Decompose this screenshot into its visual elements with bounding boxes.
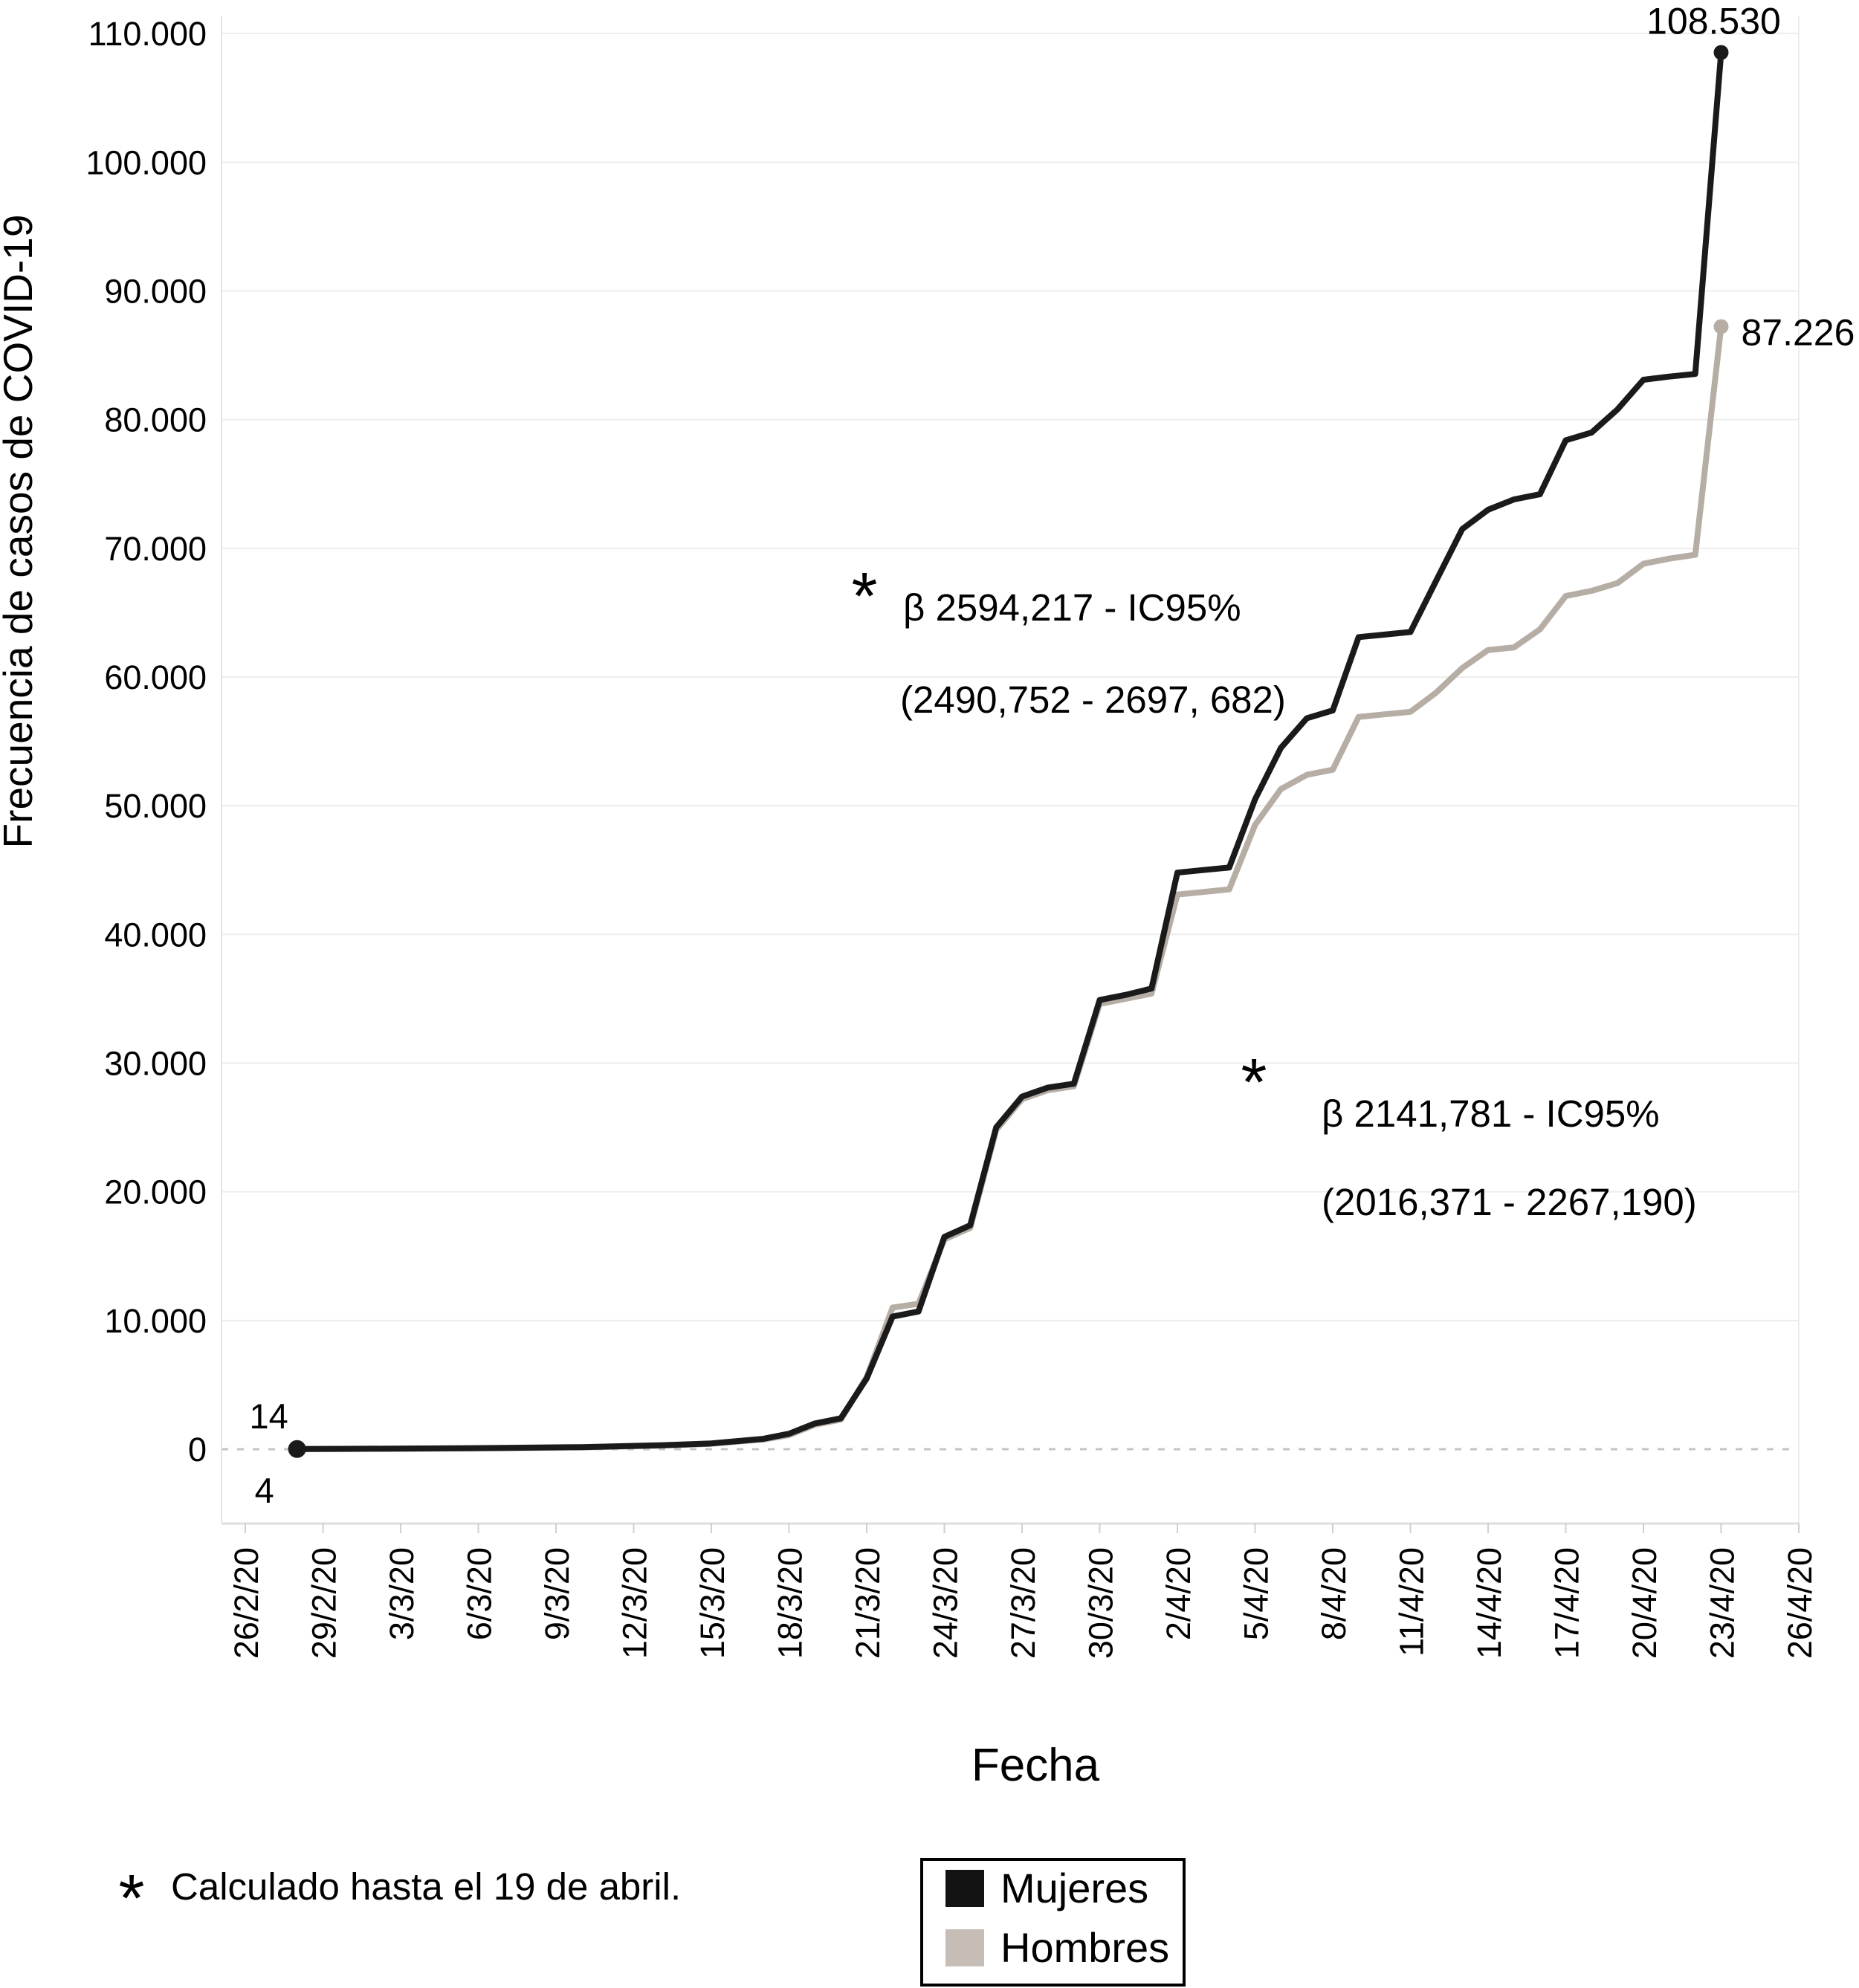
series-line-hombres [294, 323, 1724, 1452]
tick-labels: 0 10.000 20.000 30.000 40.000 50.000 60.000 70.… [85, 15, 1819, 1659]
x-tick-label: 21/3/20 [849, 1547, 887, 1659]
x-tick-label: 8/4/20 [1315, 1547, 1353, 1640]
footnote-asterisk-icon: * [118, 1862, 144, 1936]
annotation-2-line-1: β 2141,781 - IC95% [1322, 1092, 1660, 1135]
annotation-2-line-2: (2016,371 - 2267,190) [1322, 1181, 1697, 1223]
data-series [294, 49, 1724, 1452]
x-tick-label: 14/4/20 [1470, 1547, 1508, 1659]
annotation-1-asterisk-icon: * [851, 560, 877, 634]
x-tick-label: 27/3/20 [1004, 1547, 1042, 1659]
x-tick-label: 9/3/20 [538, 1547, 576, 1640]
end-point-hombres [1713, 319, 1729, 334]
end-point-mujeres [1713, 45, 1729, 60]
y-tick-label: 60.000 [104, 658, 207, 696]
x-axis-title: Fecha [971, 1740, 1100, 1791]
x-tick-label: 29/2/20 [305, 1547, 343, 1659]
legend-label-hombres: Hombres [1000, 1924, 1170, 1971]
x-tick-label: 15/3/20 [694, 1547, 731, 1659]
x-tick-label: 6/3/20 [460, 1547, 498, 1640]
hombres-swatch-icon [945, 1929, 984, 1966]
legend: Mujeres Hombres [920, 1858, 1186, 1987]
x-tick-label: 30/3/20 [1082, 1547, 1119, 1659]
legend-item-mujeres: Mujeres [945, 1865, 1148, 1911]
y-tick-label: 90.000 [104, 272, 207, 310]
start-point [288, 1440, 306, 1458]
annotation-1-line-1: β 2594,217 - IC95% [903, 586, 1241, 629]
y-tick-label: 20.000 [104, 1173, 207, 1211]
y-tick-label: 70.000 [104, 530, 207, 568]
end-value-label-hombres: 87.226 [1741, 312, 1855, 354]
y-tick-label: 30.000 [104, 1044, 207, 1082]
axes [221, 16, 1800, 1525]
y-tick-label: 100.000 [85, 143, 207, 181]
y-tick-label: 50.000 [104, 787, 207, 825]
x-tick-label: 20/4/20 [1626, 1547, 1664, 1659]
y-axis-title: Frecuencia de casos de COVID-19 [0, 215, 41, 849]
y-tick-label: 80.000 [104, 401, 207, 439]
annotation-1-line-2: (2490,752 - 2697, 682) [900, 679, 1286, 721]
x-tick-label: 18/3/20 [771, 1547, 809, 1659]
x-tick-label: 26/4/20 [1781, 1547, 1819, 1659]
series-line-mujeres [294, 49, 1724, 1452]
y-tick-label: 10.000 [104, 1302, 207, 1340]
point-labels: 108.530 14 87.226 4 [250, 1, 1855, 1510]
gridlines [222, 33, 1799, 1451]
x-tick-label: 11/4/20 [1392, 1547, 1430, 1657]
x-tick-label: 26/2/20 [227, 1547, 265, 1659]
start-value-label-hombres: 4 [255, 1471, 274, 1510]
x-tick-label: 12/3/20 [615, 1547, 653, 1659]
x-tick-label: 3/3/20 [383, 1547, 421, 1640]
x-tick-label: 23/4/20 [1703, 1547, 1741, 1659]
y-tick-label: 40.000 [104, 916, 207, 953]
y-tick-label: 0 [188, 1431, 207, 1469]
start-value-label-mujeres: 14 [250, 1396, 288, 1436]
x-tick-label: 5/4/20 [1237, 1547, 1275, 1640]
legend-label-mujeres: Mujeres [1000, 1865, 1149, 1911]
end-value-label-mujeres: 108.530 [1646, 1, 1781, 42]
annotation-2-asterisk-icon: * [1241, 1046, 1267, 1120]
x-tick-label: 24/3/20 [926, 1547, 964, 1659]
y-tick-label: 110.000 [88, 15, 207, 53]
footnote-text: Calculado hasta el 19 de abril. [171, 1865, 681, 1908]
legend-item-hombres: Hombres [945, 1925, 1169, 1971]
mujeres-swatch-icon [945, 1870, 984, 1907]
x-tick-label: 2/4/20 [1160, 1547, 1197, 1640]
x-tick-label: 17/4/20 [1548, 1547, 1585, 1659]
